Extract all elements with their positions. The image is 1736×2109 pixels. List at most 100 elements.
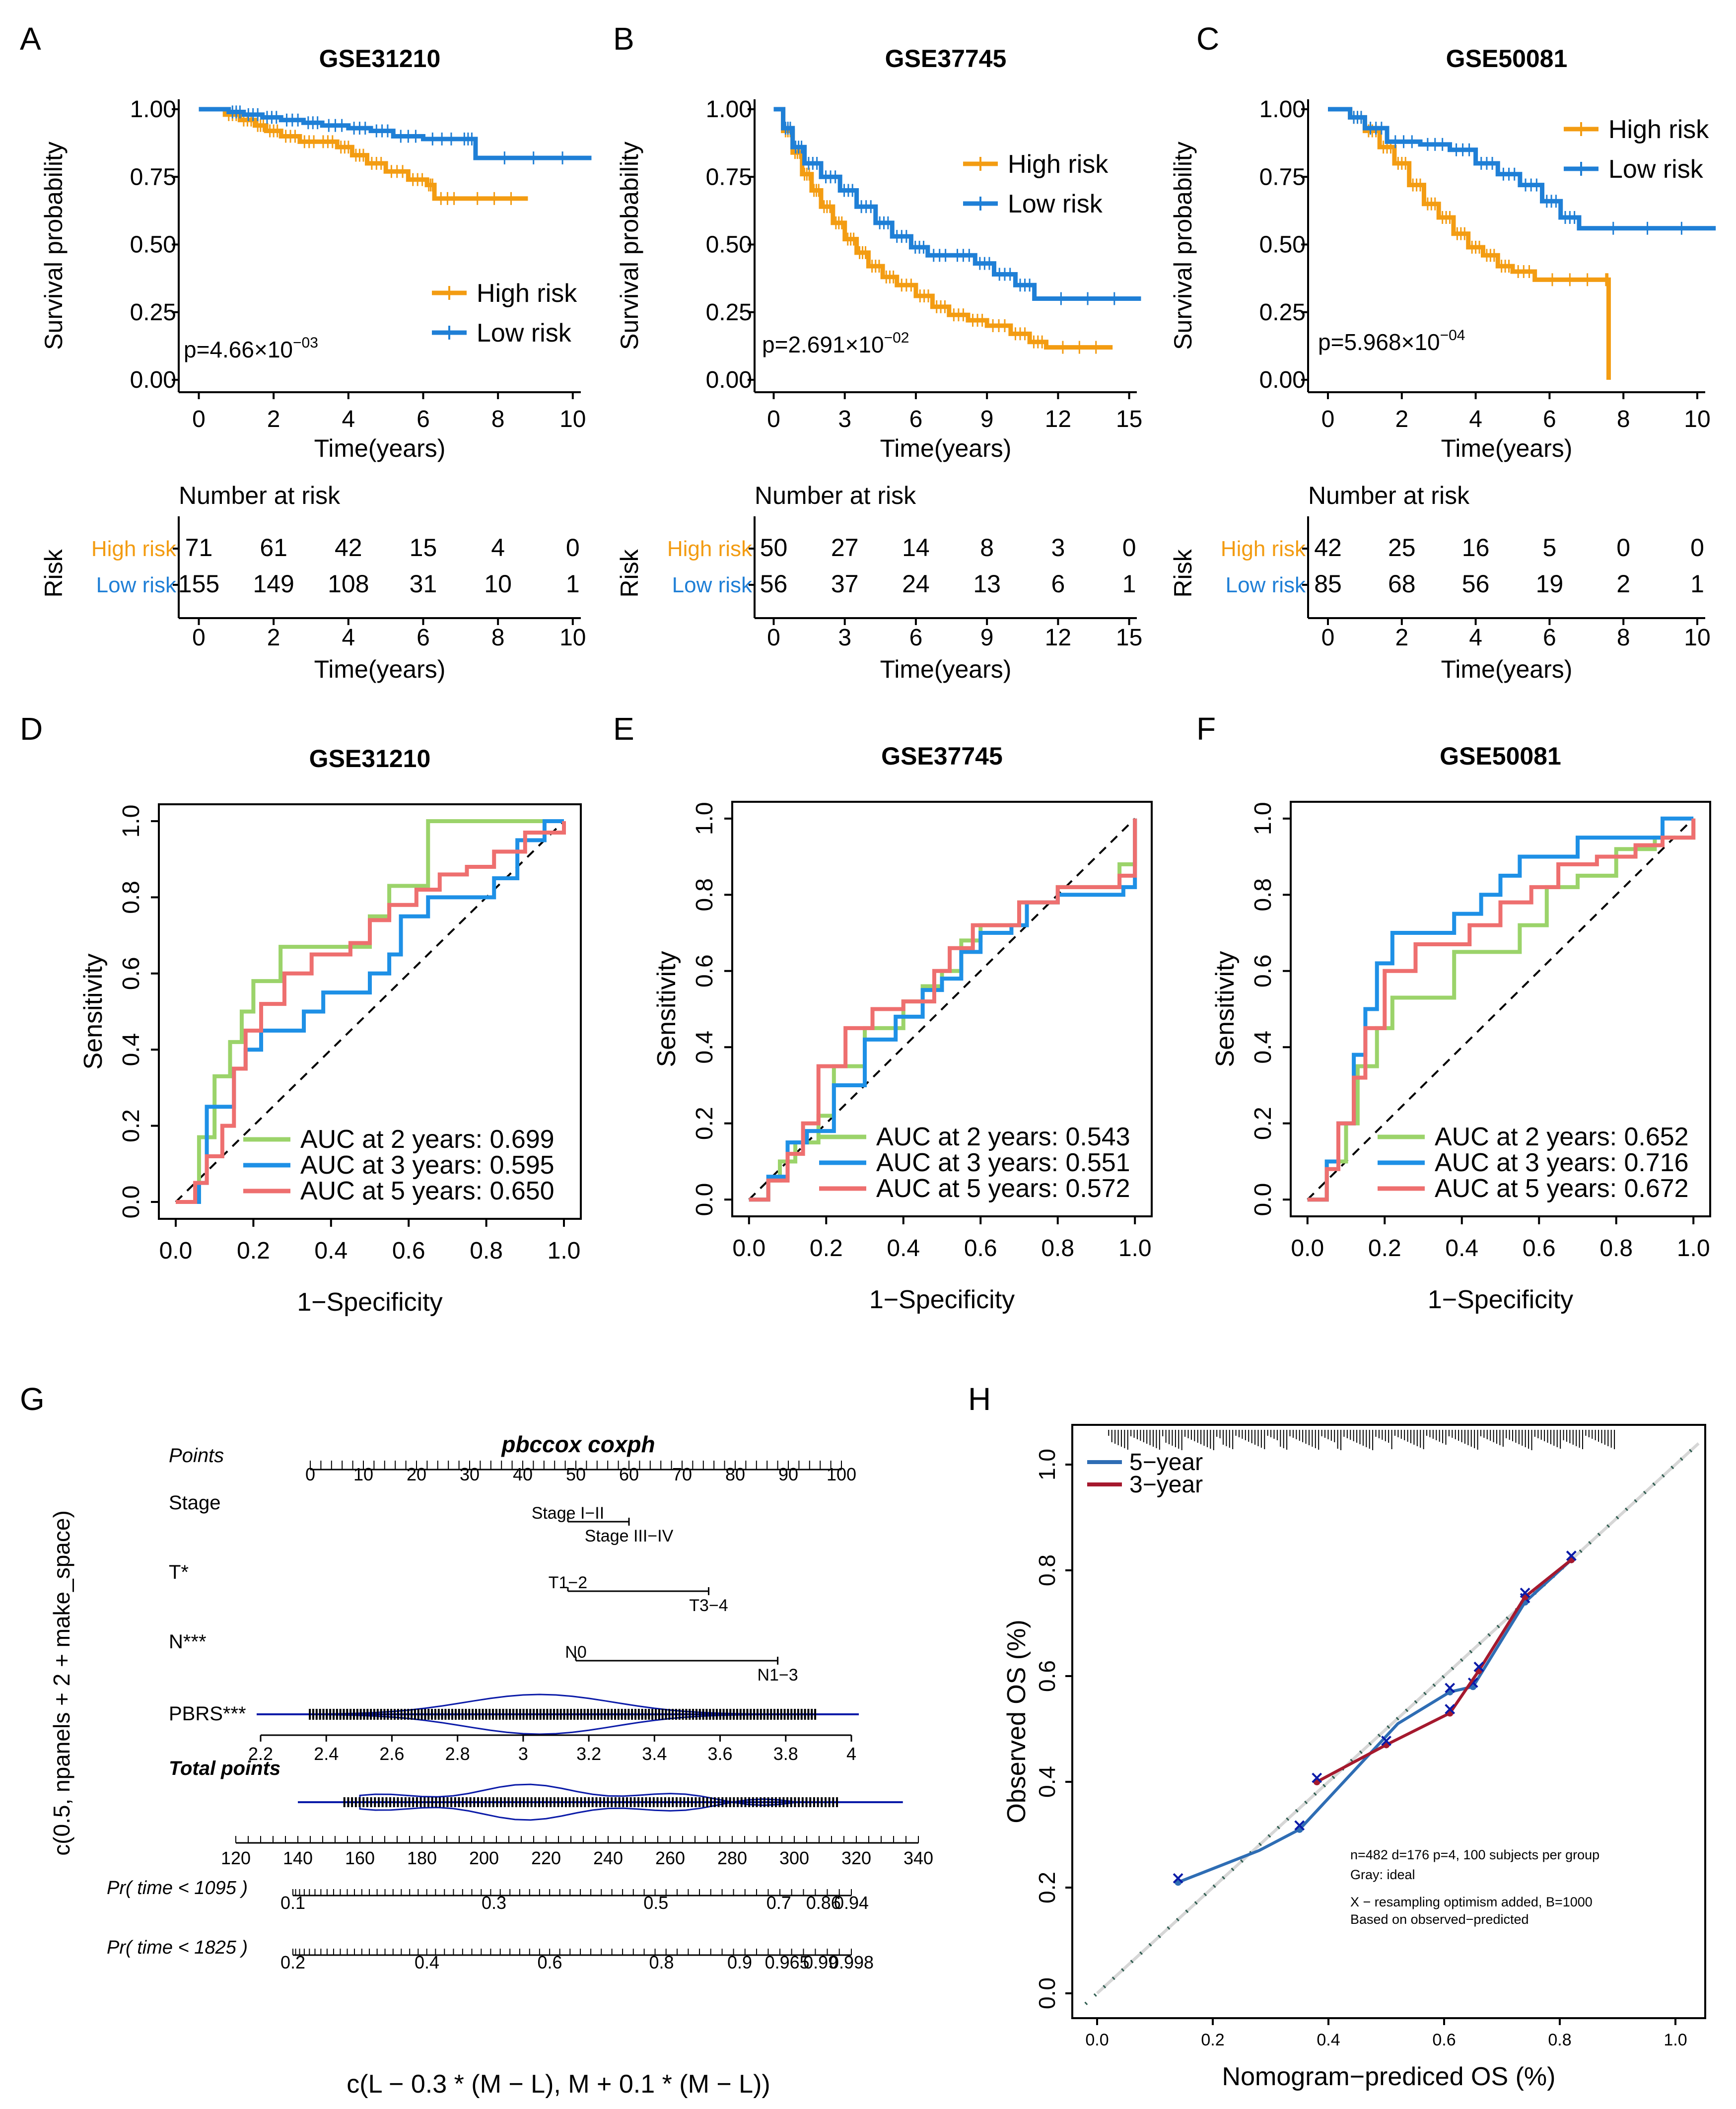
risk-x-tick-label: 15	[1116, 625, 1142, 651]
y-axis-label: Survival probability	[1169, 141, 1197, 350]
y-tick-label: 0.25	[130, 299, 176, 326]
x-tick-label: 0.6	[1432, 2031, 1456, 2049]
risk-value: 42	[335, 534, 362, 562]
p-value: p=4.66×10−03	[184, 335, 318, 362]
pbrs-label: PBRS***	[169, 1703, 246, 1725]
calibration-panel: H 0.0 0.0 0.2 0.2 0.4 0.4 0.6 0.6 0.8 0.8 1.0 1.0 Nom…	[968, 1381, 1706, 2091]
risk-value: 1	[1690, 570, 1704, 598]
risk-row-title: Risk	[40, 549, 68, 597]
roc-panel-D: D GSE31210 0.0 0.0 0.2 0.2 0.4 0.4 0.6 0.6 0.8 0.8 1…	[20, 711, 582, 1317]
total-points-label: Total points	[169, 1758, 280, 1779]
risk-value: 108	[328, 570, 369, 598]
y-tick-label: 0.2	[1250, 1107, 1276, 1140]
y-tick-label: 0.4	[1250, 1031, 1276, 1064]
x-tick-label: 0.0	[732, 1235, 765, 1262]
x-tick-label: 10	[559, 406, 586, 432]
x-tick-label: 0.8	[470, 1238, 503, 1264]
y-tick-label: 1.00	[130, 96, 176, 123]
pbrs-tick-label: 3.2	[576, 1744, 601, 1764]
legend-label: AUC at 3 years: 0.551	[876, 1148, 1130, 1177]
y-tick-label: 0.4	[692, 1031, 718, 1064]
y-tick-label: 0.8	[1034, 1554, 1060, 1586]
factor-label: N***	[169, 1631, 207, 1653]
x-tick-label: 0.6	[1523, 1235, 1556, 1262]
risk-x-tick-label: 4	[342, 625, 355, 651]
x-tick-label: 1.0	[1677, 1235, 1710, 1262]
x-tick-label: 0.0	[1085, 2031, 1109, 2049]
panel-label: C	[1196, 21, 1219, 57]
prob-tick-label: 0.9	[727, 1952, 752, 1972]
y-tick-label: 0.4	[1034, 1766, 1060, 1798]
y-tick-label: 1.0	[692, 802, 718, 835]
x-tick-label: 0.0	[159, 1238, 193, 1264]
optimism-x-mark	[1312, 1772, 1322, 1783]
points-tick-label: 50	[566, 1464, 586, 1484]
x-axis-label: 1−Specificity	[297, 1288, 442, 1317]
chart-title: GSE31210	[309, 745, 431, 773]
legend-label: AUC at 5 years: 0.672	[1435, 1174, 1689, 1203]
risk-value: 27	[831, 534, 859, 562]
risk-x-tick-label: 6	[417, 625, 430, 651]
y-tick-label: 0.6	[118, 957, 144, 990]
x-axis-label: 1−Specificity	[869, 1285, 1015, 1314]
risk-value: 42	[1314, 534, 1342, 562]
risk-value: 1	[566, 570, 580, 598]
points-tick-label: 60	[619, 1464, 639, 1484]
y-tick-label: 1.00	[1259, 96, 1306, 123]
x-tick-label: 2	[1395, 406, 1408, 432]
x-tick-label: 0.2	[237, 1238, 270, 1264]
factor-start-label: N0	[565, 1643, 586, 1662]
survival-curve-low	[773, 107, 1141, 301]
legend-label: AUC at 5 years: 0.572	[876, 1174, 1130, 1203]
risk-table-title: Number at risk	[755, 482, 916, 509]
factor-label: T*	[169, 1561, 189, 1583]
factor-end-label: N1−3	[757, 1666, 798, 1685]
survival-curve-high	[773, 107, 1113, 350]
risk-value: 15	[410, 534, 437, 562]
risk-x-tick-label: 8	[1617, 625, 1630, 651]
risk-row-label: High risk	[667, 537, 753, 561]
x-tick-label: 6	[1543, 406, 1556, 432]
risk-value: 155	[178, 570, 219, 598]
prob-tick-label: 0.1	[280, 1893, 305, 1913]
x-tick-label: 0	[767, 406, 780, 432]
pbrs-tick-label: 2.2	[248, 1744, 273, 1764]
roc-curve-4	[176, 821, 566, 1204]
prob-tick-label: 0.7	[766, 1893, 791, 1913]
panel-label: B	[613, 21, 634, 57]
risk-value: 0	[1122, 534, 1136, 562]
x-tick-label: 8	[1617, 406, 1630, 432]
x-tick-label: 0.2	[810, 1235, 843, 1262]
y-tick-label: 0.0	[118, 1186, 144, 1219]
risk-row-title: Risk	[1169, 549, 1197, 597]
optimism-x-mark	[1520, 1587, 1530, 1598]
plot-frame	[1290, 801, 1711, 1217]
pbrs-tick-label: 3.4	[642, 1744, 667, 1764]
risk-table-title: Number at risk	[179, 482, 341, 509]
risk-row-label: Low risk	[672, 573, 753, 597]
pbrs-tick-label: 2.8	[445, 1744, 470, 1764]
roc-panel-E: E GSE37745 0.0 0.0 0.2 0.2 0.4 0.4 0.6 0.6 0.8 0.8 1…	[613, 711, 1153, 1314]
diagonal-reference	[175, 820, 565, 1203]
prob-tick-label: 0.5	[643, 1893, 668, 1913]
x-tick-label: 2	[267, 406, 280, 432]
risk-x-tick-label: 4	[1469, 625, 1482, 651]
calibration-note: Based on observed−predicted	[1350, 1912, 1529, 1927]
risk-value: 50	[760, 534, 788, 562]
risk-value: 56	[1462, 570, 1490, 598]
factor-start-label: T1−2	[549, 1573, 587, 1592]
x-tick-label: 0	[192, 406, 206, 432]
calibration-note: X − resampling optimism added, B=1000	[1350, 1895, 1593, 1909]
risk-value: 37	[831, 570, 859, 598]
risk-value: 19	[1536, 570, 1564, 598]
plot-frame	[731, 801, 1153, 1217]
y-axis-label: Sensitivity	[79, 953, 108, 1069]
x-tick-label: 4	[1469, 406, 1482, 432]
points-tick-label: 90	[778, 1464, 798, 1484]
points-tick-label: 70	[672, 1464, 692, 1484]
calibration-note: n=482 d=176 p=4, 100 subjects per group	[1350, 1847, 1599, 1862]
roc-panel-F: F GSE50081 0.0 0.0 0.2 0.2 0.4 0.4 0.6 0.6 0.8 0.8 1…	[1196, 711, 1711, 1314]
plot-frame	[158, 803, 582, 1220]
points-label: Points	[169, 1445, 224, 1467]
